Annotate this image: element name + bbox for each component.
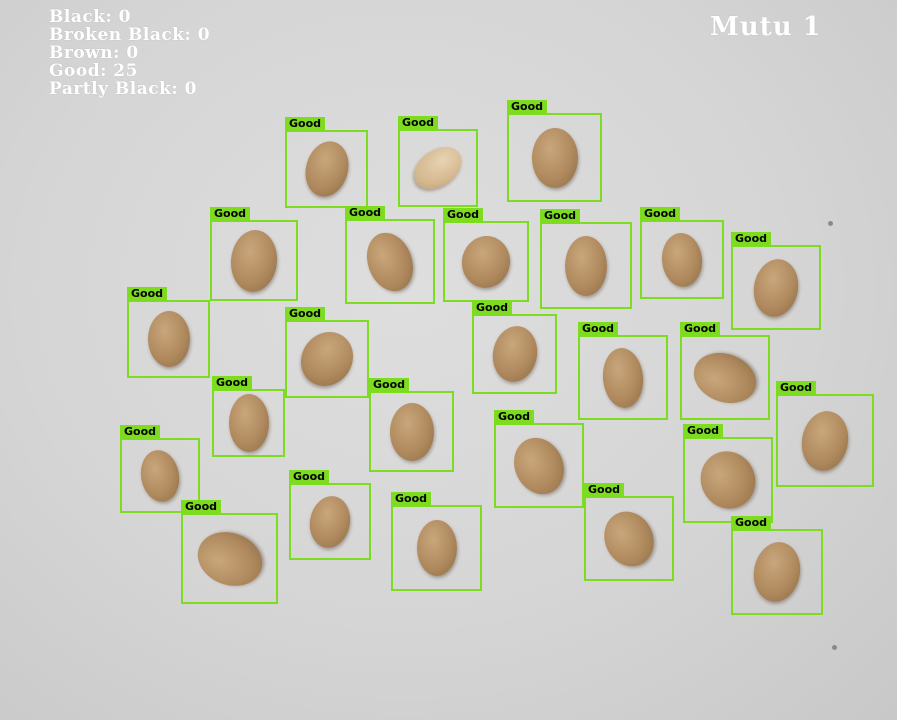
detection-label: Good	[540, 209, 581, 223]
detection-box: Good	[472, 301, 557, 394]
detection-box: Good	[540, 209, 632, 309]
detection-label: Good	[181, 500, 222, 514]
detection-label: Good	[285, 307, 326, 321]
detection-label: Good	[507, 100, 548, 114]
detection-box: Good	[369, 378, 454, 472]
detection-box: Good	[507, 100, 602, 202]
detection-label: Good	[731, 516, 772, 530]
detection-box: Good	[398, 116, 478, 207]
detection-label: Good	[640, 207, 681, 221]
nut	[406, 138, 470, 198]
count-brown: Brown: 0	[49, 43, 139, 63]
detection-box: Good	[578, 322, 668, 420]
nut	[359, 225, 421, 298]
nut	[565, 235, 607, 296]
nut	[487, 322, 542, 386]
count-good: Good: 25	[49, 61, 138, 81]
detection-label: Good	[285, 117, 326, 131]
detection-box: Good	[680, 322, 770, 420]
detection-label: Good	[398, 116, 439, 130]
nut	[189, 522, 270, 595]
nut	[228, 394, 269, 452]
nut	[691, 442, 765, 518]
detection-box: Good	[212, 376, 285, 457]
nut	[749, 538, 805, 606]
detection-label: Good	[391, 492, 432, 506]
detection-box: Good	[683, 424, 773, 523]
detection-label: Good	[289, 470, 330, 484]
nut	[290, 321, 364, 397]
detection-box: Good	[289, 470, 371, 560]
count-broken-black: Broken Black: 0	[49, 25, 211, 45]
quality-grade: Mutu 1	[710, 12, 822, 42]
count-partly-black: Partly Black: 0	[49, 79, 197, 99]
background-speck	[828, 221, 833, 226]
detection-label: Good	[731, 232, 772, 246]
nut	[147, 311, 190, 367]
nut	[389, 402, 434, 461]
detection-box: Good	[584, 483, 674, 581]
detection-box: Good	[345, 206, 435, 304]
detection-box: Good	[776, 381, 874, 487]
detection-label: Good	[578, 322, 619, 336]
detection-label: Good	[680, 322, 721, 336]
detection-box: Good	[731, 516, 823, 615]
nut	[298, 136, 355, 202]
nut	[416, 520, 457, 576]
class-count-panel: Black: 0 Broken Black: 0 Brown: 0 Good: …	[49, 8, 210, 98]
detection-label: Good	[472, 301, 513, 315]
nut	[228, 227, 280, 294]
detection-label: Good	[443, 208, 484, 222]
detection-label: Good	[345, 206, 386, 220]
detection-label: Good	[120, 425, 161, 439]
nut	[600, 345, 646, 410]
nut	[686, 344, 764, 411]
detection-box: Good	[443, 208, 529, 302]
detection-box: Good	[181, 500, 278, 604]
nut	[504, 429, 574, 502]
detection-label: Good	[494, 410, 535, 424]
detection-label: Good	[776, 381, 817, 395]
detection-label: Good	[584, 483, 625, 497]
detection-box: Good	[120, 425, 200, 513]
nut	[457, 231, 515, 292]
count-black: Black: 0	[49, 7, 131, 27]
detection-box: Good	[494, 410, 584, 508]
detection-label: Good	[369, 378, 410, 392]
detection-label: Good	[212, 376, 253, 390]
nut	[305, 492, 355, 551]
detection-box: Good	[127, 287, 210, 378]
nut	[595, 502, 663, 575]
nut	[531, 127, 578, 188]
nut	[659, 230, 705, 289]
detection-box: Good	[285, 117, 368, 208]
detection-label: Good	[683, 424, 724, 438]
detection-box: Good	[391, 492, 482, 591]
background-speck	[832, 645, 837, 650]
detection-box: Good	[285, 307, 369, 398]
nut	[797, 406, 853, 475]
detection-box: Good	[210, 207, 298, 301]
nut	[136, 446, 184, 505]
detection-box: Good	[731, 232, 821, 330]
detection-box: Good	[640, 207, 724, 299]
detection-label: Good	[127, 287, 168, 301]
nut	[749, 255, 803, 320]
detection-label: Good	[210, 207, 251, 221]
